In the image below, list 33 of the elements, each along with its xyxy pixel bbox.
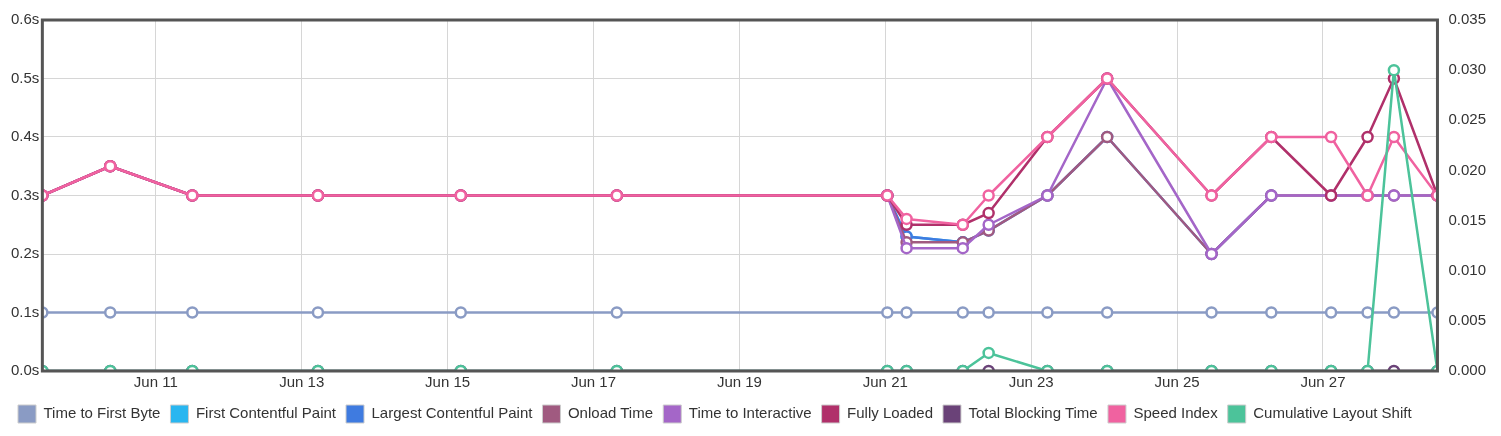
- legend-label: Cumulative Layout Shift: [1253, 404, 1413, 422]
- x-tick-label: Jun 13: [279, 373, 325, 391]
- x-tick-label: Jun 15: [425, 373, 471, 391]
- x-tick-label: Jun 25: [1154, 373, 1200, 391]
- x-tick-label: Jun 27: [1300, 373, 1346, 391]
- y-tick-label: 0.0s: [10, 361, 40, 379]
- y2-tick-label: 0.025: [1448, 110, 1487, 128]
- y2-tick-label: 0.015: [1448, 210, 1487, 228]
- y-tick-label: 0.2s: [10, 244, 40, 262]
- y2-tick-label: 0.005: [1448, 311, 1487, 328]
- y2-tick-label: 0.000: [1448, 361, 1487, 379]
- y-tick-label: 0.5s: [10, 68, 40, 86]
- legend-label: Fully Loaded: [847, 404, 933, 422]
- legend-label: Largest Contentful Paint: [371, 404, 534, 422]
- legend-label: Onload Time: [567, 404, 653, 422]
- legend-label: First Contentful Paint: [195, 404, 337, 422]
- legend-label: Speed Index: [1133, 404, 1219, 422]
- x-tick-label: Jun 19: [716, 373, 762, 391]
- y2-tick-label: 0.030: [1448, 60, 1487, 78]
- y-tick-label: 0.6s: [10, 10, 40, 28]
- y2-tick-label: 0.035: [1448, 10, 1487, 28]
- x-tick-label: Jun 21: [862, 373, 908, 391]
- y-tick-label: 0.4s: [10, 127, 40, 145]
- x-tick-label: Jun 11: [133, 373, 178, 391]
- legend-label: Total Blocking Time: [968, 404, 1098, 422]
- y2-tick-label: 0.010: [1448, 260, 1487, 278]
- x-tick-label: Jun 17: [570, 373, 617, 391]
- legend-label: Time to Interactive: [688, 404, 812, 422]
- legend-label: Time to First Byte: [43, 404, 161, 422]
- y-tick-label: 0.3s: [10, 185, 40, 203]
- x-tick-label: Jun 23: [1008, 373, 1054, 391]
- y-tick-label: 0.1s: [10, 302, 40, 320]
- y2-tick-label: 0.020: [1448, 160, 1487, 178]
